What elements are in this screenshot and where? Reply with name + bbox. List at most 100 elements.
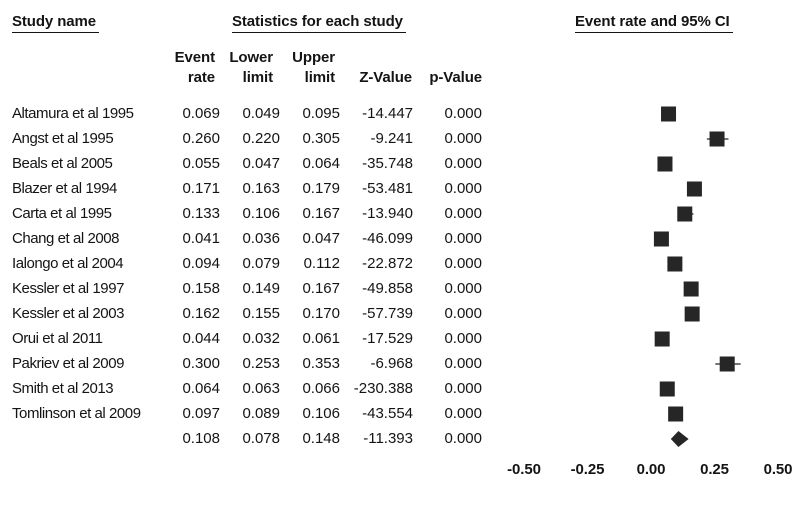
point-square [709, 131, 725, 147]
point-square [661, 106, 677, 122]
lower-limit-cell: 0.036 [242, 230, 280, 247]
z-value-cell: -22.872 [362, 255, 413, 272]
lower-limit-cell: 0.163 [242, 180, 280, 197]
p-value-cell: 0.000 [444, 330, 482, 347]
x-tick-label: -0.50 [507, 461, 541, 478]
lower-limit-header-line2: limit [242, 69, 273, 86]
point-square [654, 331, 670, 347]
event-rate-cell: 0.044 [182, 330, 220, 347]
x-tick-label: 0.25 [700, 461, 729, 478]
z-value-cell: -6.968 [370, 355, 413, 372]
z-value-cell: -230.388 [353, 380, 413, 397]
study-name: Ialongo et al 2004 [12, 255, 124, 272]
z-value-cell: -43.554 [362, 405, 413, 422]
p-value-cell: 0.000 [444, 405, 482, 422]
study-name: Blazer et al 1994 [12, 180, 117, 197]
event-rate-cell: 0.260 [182, 130, 220, 147]
lower-limit-cell: 0.032 [242, 330, 280, 347]
point-square [684, 306, 700, 322]
event-rate-cell: 0.055 [182, 155, 220, 172]
upper-limit-header-line1: Upper [292, 49, 335, 66]
study-name: Kessler et al 1997 [12, 280, 124, 297]
lower-limit-cell: 0.155 [242, 305, 280, 322]
upper-limit-cell: 0.179 [302, 180, 340, 197]
study-name: Orui et al 2011 [12, 330, 103, 347]
study-name: Angst et al 1995 [12, 130, 114, 147]
upper-limit-cell: 0.106 [302, 405, 340, 422]
point-square [719, 356, 735, 372]
upper-limit-cell: 0.167 [302, 280, 340, 297]
point-square [659, 381, 675, 397]
lower-limit-cell: 0.106 [242, 205, 280, 222]
plot-header: Event rate and 95% CI [575, 13, 733, 33]
point-square [683, 281, 699, 297]
event-rate-cell: 0.041 [182, 230, 220, 247]
z-value-cell: -57.739 [362, 305, 413, 322]
upper-limit-cell: 0.305 [302, 130, 340, 147]
lower-limit-cell: 0.220 [242, 130, 280, 147]
summary-p-value-cell: 0.000 [444, 430, 482, 447]
upper-limit-cell: 0.064 [302, 155, 340, 172]
event-rate-cell: 0.094 [182, 255, 220, 272]
z-value-cell: -35.748 [362, 155, 413, 172]
p-value-cell: 0.000 [444, 130, 482, 147]
point-square [668, 406, 684, 422]
event-rate-cell: 0.064 [182, 380, 220, 397]
study-name: Beals et al 2005 [12, 155, 113, 172]
p-value-cell: 0.000 [444, 355, 482, 372]
summary-upper-limit-cell: 0.148 [302, 430, 340, 447]
study-name-header: Study name [12, 13, 100, 33]
upper-limit-cell: 0.170 [302, 305, 340, 322]
event-rate-cell: 0.162 [182, 305, 220, 322]
lower-limit-cell: 0.079 [242, 255, 280, 272]
lower-limit-cell: 0.049 [242, 105, 280, 122]
study-name: Altamura et al 1995 [12, 105, 134, 122]
statistics-header: Statistics for each study [232, 13, 406, 33]
lower-limit-cell: 0.253 [242, 355, 280, 372]
p-value-cell: 0.000 [444, 180, 482, 197]
summary-diamond [670, 431, 689, 447]
summary-z-value-cell: -11.393 [363, 430, 413, 447]
lower-limit-header-line1: Lower [229, 49, 273, 66]
event-rate-cell: 0.300 [182, 355, 220, 372]
event-rate-cell: 0.097 [182, 405, 220, 422]
event-rate-cell: 0.133 [182, 205, 220, 222]
upper-limit-cell: 0.167 [302, 205, 340, 222]
upper-limit-header-line2: limit [304, 69, 335, 86]
study-name: Tomlinson et al 2009 [12, 405, 141, 422]
event-rate-cell: 0.158 [182, 280, 220, 297]
event-rate-header-line2: rate [187, 69, 215, 86]
x-tick-label: 0.50 [763, 461, 793, 478]
upper-limit-cell: 0.095 [302, 105, 340, 122]
x-tick-label: 0.00 [636, 461, 666, 478]
x-tick-label: -0.25 [570, 461, 605, 478]
p-value-header: p-Value [429, 69, 482, 86]
z-value-cell: -49.858 [362, 280, 413, 297]
point-square [667, 256, 683, 272]
z-value-cell: -17.529 [362, 330, 413, 347]
lower-limit-cell: 0.089 [242, 405, 280, 422]
z-value-header: Z-Value [359, 69, 412, 86]
lower-limit-cell: 0.149 [242, 280, 280, 297]
study-name: Chang et al 2008 [12, 230, 120, 247]
study-name: Smith et al 2013 [12, 380, 114, 397]
upper-limit-cell: 0.061 [302, 330, 340, 347]
point-square [677, 206, 693, 222]
p-value-cell: 0.000 [444, 255, 482, 272]
z-value-cell: -13.940 [362, 205, 413, 222]
z-value-cell: -9.241 [370, 130, 413, 147]
study-name: Pakriev et al 2009 [12, 355, 124, 372]
z-value-cell: -14.447 [362, 105, 413, 122]
upper-limit-cell: 0.066 [302, 380, 340, 397]
summary-event-rate-cell: 0.108 [182, 430, 220, 447]
study-name: Kessler et al 2003 [12, 305, 124, 322]
point-square [686, 181, 702, 197]
summary-lower-limit-cell: 0.078 [242, 430, 280, 447]
lower-limit-cell: 0.063 [242, 380, 280, 397]
p-value-cell: 0.000 [444, 105, 482, 122]
upper-limit-cell: 0.353 [302, 355, 340, 372]
point-square [657, 156, 673, 172]
p-value-cell: 0.000 [444, 380, 482, 397]
